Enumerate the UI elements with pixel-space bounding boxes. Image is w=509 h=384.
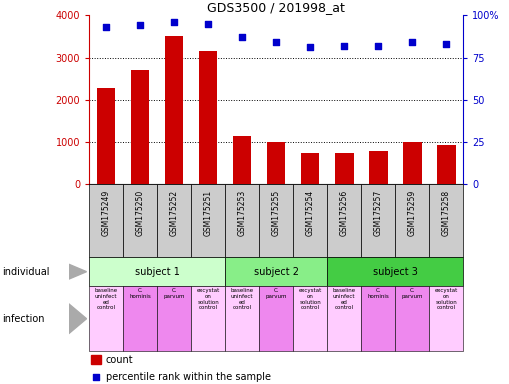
Bar	[89, 184, 123, 257]
Text: subject 2: subject 2	[253, 266, 299, 277]
Bar	[225, 184, 259, 257]
Point	[238, 34, 246, 40]
Bar	[293, 286, 327, 351]
Bar	[403, 142, 421, 184]
Bar	[395, 286, 429, 351]
Text: C.
parvum: C. parvum	[402, 288, 423, 299]
Point	[272, 39, 280, 45]
Bar	[369, 151, 387, 184]
Text: subject 3: subject 3	[373, 266, 417, 277]
Point	[170, 19, 178, 25]
Text: GSM175250: GSM175250	[135, 189, 145, 236]
Bar	[97, 88, 116, 184]
Bar	[267, 142, 286, 184]
Title: GDS3500 / 201998_at: GDS3500 / 201998_at	[207, 1, 345, 14]
Point	[442, 41, 450, 47]
Text: baseline
uninfect
ed
control: baseline uninfect ed control	[332, 288, 356, 310]
Bar	[259, 184, 293, 257]
Text: excystat
on
solution
control: excystat on solution control	[435, 288, 458, 310]
Point	[204, 21, 212, 27]
Bar	[91, 355, 101, 364]
Text: GSM175249: GSM175249	[102, 189, 110, 236]
Text: GSM175256: GSM175256	[340, 189, 349, 236]
Bar	[165, 36, 183, 184]
Bar	[361, 286, 395, 351]
Bar	[437, 145, 456, 184]
Bar	[157, 286, 191, 351]
Bar	[89, 286, 123, 351]
Point	[408, 39, 416, 45]
Text: C.
parvum: C. parvum	[265, 288, 287, 299]
Text: C.
parvum: C. parvum	[163, 288, 185, 299]
Point	[136, 22, 144, 28]
Point	[340, 43, 348, 49]
Bar	[327, 257, 463, 286]
Bar	[361, 184, 395, 257]
Bar	[335, 152, 354, 184]
Text: GSM175252: GSM175252	[169, 189, 179, 235]
Bar	[123, 286, 157, 351]
Text: GSM175258: GSM175258	[442, 189, 450, 235]
Bar	[429, 286, 463, 351]
Point	[374, 43, 382, 49]
Text: GSM175257: GSM175257	[374, 189, 383, 236]
Text: GSM175254: GSM175254	[305, 189, 315, 236]
Text: GSM175255: GSM175255	[272, 189, 280, 236]
Text: baseline
uninfect
ed
control: baseline uninfect ed control	[95, 288, 118, 310]
Text: GSM175259: GSM175259	[408, 189, 417, 236]
Bar	[225, 257, 327, 286]
Bar	[327, 286, 361, 351]
Bar	[293, 184, 327, 257]
Text: percentile rank within the sample: percentile rank within the sample	[106, 372, 271, 382]
Bar	[131, 70, 150, 184]
Bar	[327, 184, 361, 257]
Text: C.
hominis: C. hominis	[129, 288, 151, 299]
Text: subject 1: subject 1	[135, 266, 180, 277]
Text: GSM175251: GSM175251	[204, 189, 213, 235]
Text: count: count	[106, 354, 133, 364]
Bar	[123, 184, 157, 257]
Point	[306, 45, 314, 51]
Bar	[233, 136, 251, 184]
Bar	[191, 184, 225, 257]
Text: individual: individual	[3, 266, 50, 277]
Polygon shape	[69, 304, 87, 334]
Bar	[157, 184, 191, 257]
Bar	[89, 257, 225, 286]
Text: excystat
on
solution
control: excystat on solution control	[196, 288, 220, 310]
Bar	[199, 51, 217, 184]
Bar	[429, 184, 463, 257]
Bar	[259, 286, 293, 351]
Text: excystat
on
solution
control: excystat on solution control	[298, 288, 322, 310]
Bar	[395, 184, 429, 257]
Text: GSM175253: GSM175253	[238, 189, 247, 236]
Point	[102, 24, 110, 30]
Polygon shape	[69, 264, 87, 279]
Bar	[301, 152, 320, 184]
Text: baseline
uninfect
ed
control: baseline uninfect ed control	[231, 288, 253, 310]
Text: C.
hominis: C. hominis	[367, 288, 389, 299]
Point	[92, 374, 100, 380]
Bar	[191, 286, 225, 351]
Bar	[225, 286, 259, 351]
Text: infection: infection	[3, 314, 45, 324]
